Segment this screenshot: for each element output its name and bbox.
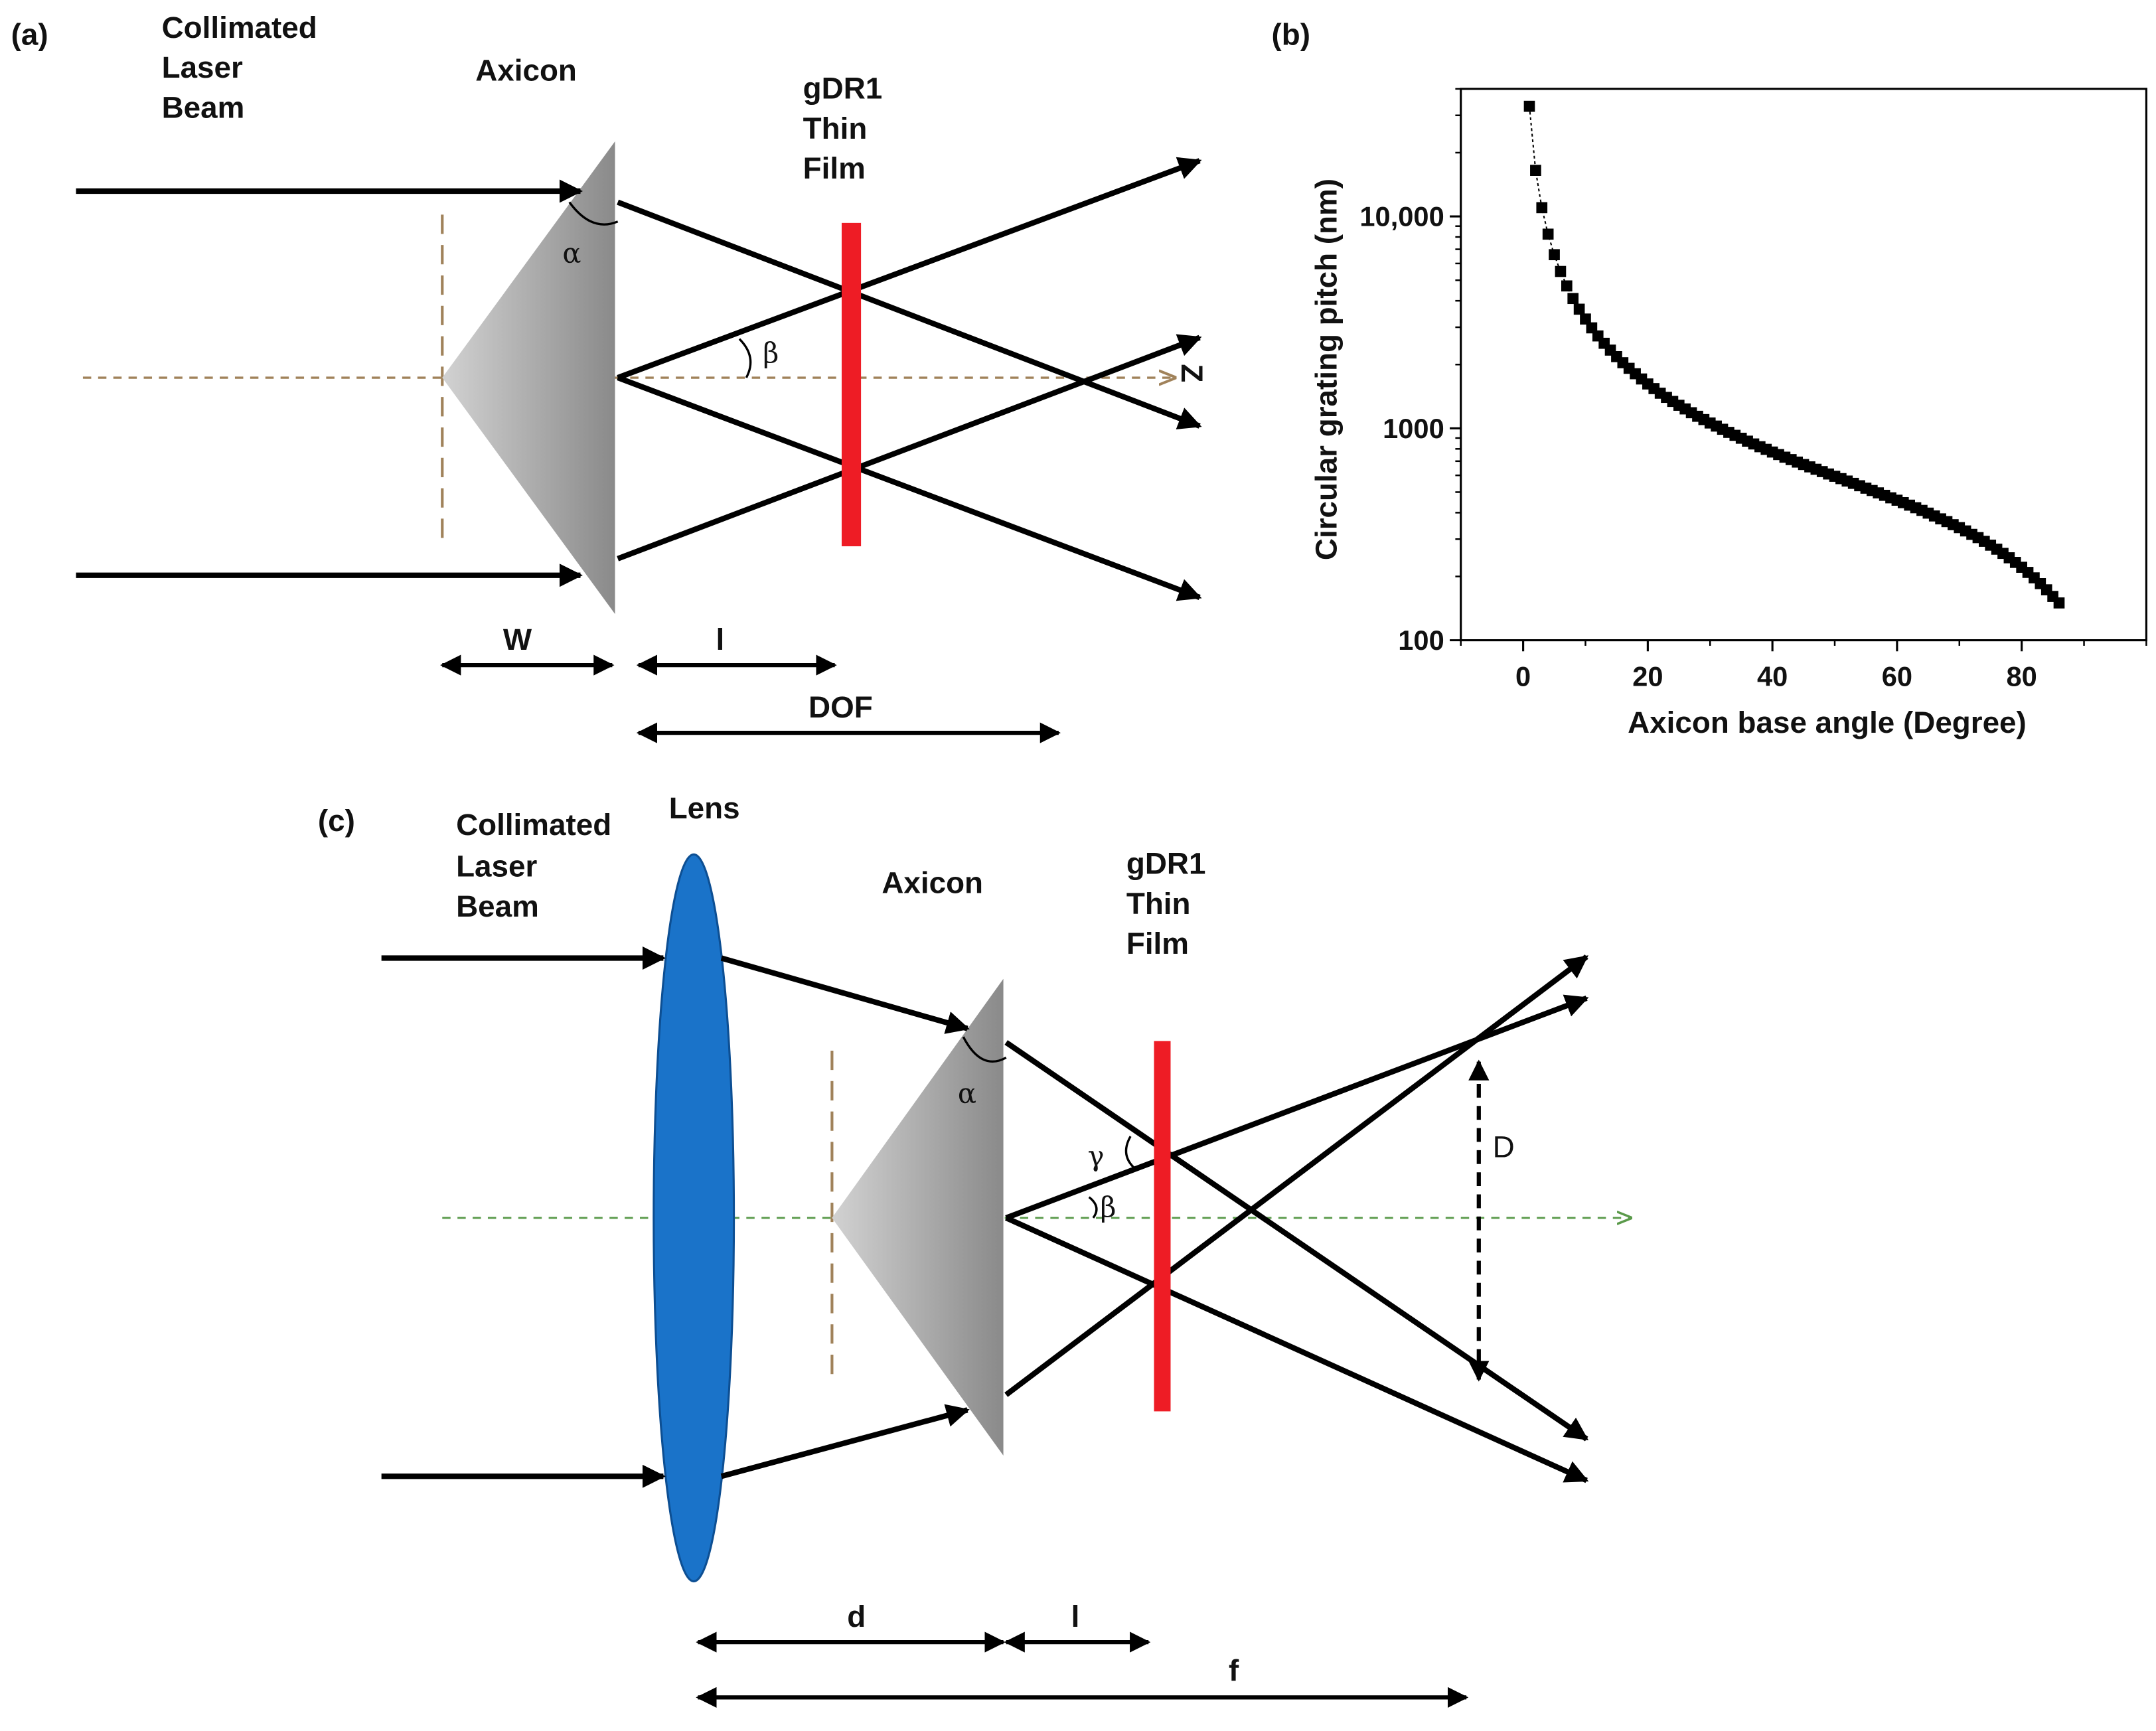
- dim-label-l-c: l: [1071, 1600, 1080, 1633]
- panel-c-film-label-3: Film: [1126, 927, 1189, 960]
- lens-label: Lens: [669, 791, 740, 825]
- chart-ticks: [1450, 88, 2147, 652]
- panel-a-source-label-1: Collimated: [162, 11, 317, 44]
- alpha-arc-c: [962, 1036, 1007, 1063]
- chart-tick-labels: 0 20 40 60 80 100 1000 10,000: [1359, 201, 2037, 692]
- ray-c-2: [1005, 994, 1589, 1221]
- panel-a-film-label-3: Film: [803, 151, 866, 185]
- dim-label-d: d: [847, 1600, 866, 1633]
- data-point: [1567, 293, 1579, 305]
- data-point: [1580, 313, 1591, 325]
- converging-ray-bottom-c: [720, 1404, 970, 1479]
- beta-arc-a: [738, 338, 752, 378]
- data-point: [1561, 280, 1573, 292]
- dim-label-w: W: [503, 623, 532, 656]
- dim-label-D: D: [1493, 1130, 1515, 1164]
- data-point: [1555, 265, 1567, 277]
- converging-ray-top-c: [720, 955, 970, 1034]
- ray-a-3: [617, 375, 1202, 601]
- y-axis-label: Circular grating pitch (nm): [1309, 179, 1343, 560]
- panel-c-film-label-2: Thin: [1126, 887, 1191, 921]
- thin-film-c: [1154, 1041, 1171, 1412]
- alpha-symbol-a: α: [562, 237, 581, 269]
- data-point: [1530, 165, 1541, 176]
- panel-a-film-label-1: gDR1: [803, 71, 883, 105]
- thin-film-a: [841, 222, 862, 547]
- beta-symbol-c: β: [1100, 1191, 1116, 1223]
- panel-c-film-label-1: gDR1: [1126, 846, 1206, 880]
- panel-c-source-label-1: Collimated: [456, 808, 611, 842]
- ray-c-1: [1004, 1040, 1589, 1442]
- panel-b-tag: (b): [1271, 17, 1310, 51]
- panel-a: (a) Collimated Laser Beam Axicon gDR1 Th…: [11, 11, 1209, 743]
- ray-a-2: [617, 157, 1202, 380]
- x-tick-label: 60: [1882, 660, 1912, 692]
- lens: [653, 853, 735, 1583]
- panel-b: (b) 0 20 40 60 80 100 1000 10,000 Axicon base a…: [1271, 17, 2147, 739]
- y-tick-label: 1000: [1383, 413, 1444, 444]
- panel-a-axicon-label: Axicon: [475, 53, 577, 87]
- panel-a-source-label-2: Laser: [162, 50, 243, 84]
- ray-a-4: [617, 334, 1202, 562]
- x-tick-label: 40: [1757, 660, 1788, 692]
- dim-label-dof: DOF: [809, 690, 873, 724]
- panel-a-source-label-3: Beam: [162, 91, 245, 125]
- x-axis-label: Axicon base angle (Degree): [1628, 706, 2027, 739]
- panel-c: (c) Collimated Laser Beam Lens Axicon gD…: [318, 791, 1631, 1708]
- plot-frame: [1460, 88, 2147, 642]
- data-point: [2053, 597, 2065, 609]
- x-tick-label: 20: [1632, 660, 1663, 692]
- panel-a-tag: (a): [11, 17, 48, 51]
- panel-a-film-label-2: Thin: [803, 112, 868, 145]
- x-tick-label: 80: [2007, 660, 2037, 692]
- alpha-symbol-c: α: [958, 1077, 976, 1110]
- pitch-chart: 0 20 40 60 80 100 1000 10,000 Axicon base angle…: [1309, 88, 2147, 739]
- axis-z-label: Z: [1175, 364, 1209, 382]
- beta-symbol-a: β: [763, 337, 779, 369]
- dim-label-l-a: l: [716, 623, 725, 656]
- dim-label-f: f: [1229, 1653, 1239, 1687]
- data-point: [1573, 303, 1585, 315]
- data-point: [1523, 100, 1535, 112]
- gamma-arc-c: [1124, 1136, 1137, 1171]
- x-tick-label: 0: [1515, 660, 1531, 692]
- data-point: [1549, 249, 1560, 261]
- beta-arc-c: [1088, 1196, 1098, 1219]
- y-tick-label: 10,000: [1359, 201, 1444, 232]
- ray-a-1: [617, 199, 1202, 429]
- data-point: [1536, 202, 1548, 214]
- y-tick-label: 100: [1398, 625, 1444, 656]
- ray-c-3: [1005, 1215, 1589, 1483]
- data-point: [1542, 228, 1554, 240]
- ray-c-4: [1004, 954, 1588, 1397]
- panel-c-axicon-label: Axicon: [882, 866, 983, 900]
- panel-c-tag: (c): [318, 804, 355, 838]
- axicon-a: [442, 141, 615, 615]
- panel-c-source-label-2: Laser: [456, 850, 537, 883]
- gamma-symbol-c: γ: [1088, 1140, 1105, 1172]
- alpha-arc-a: [568, 201, 619, 226]
- axicon-c: [832, 978, 1004, 1456]
- panel-c-source-label-3: Beam: [456, 889, 539, 923]
- data-points: [1523, 100, 2065, 609]
